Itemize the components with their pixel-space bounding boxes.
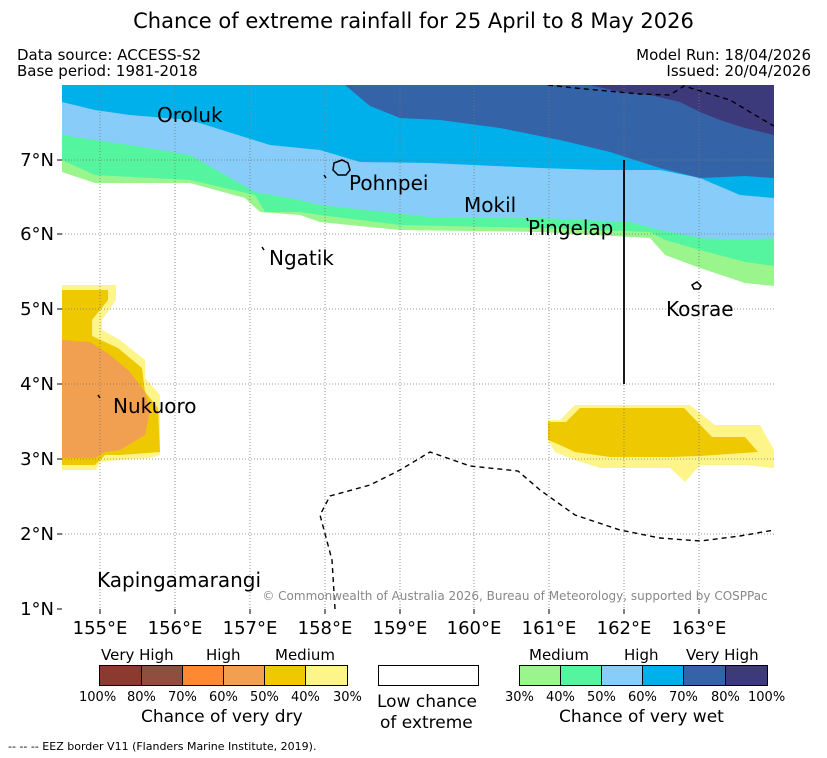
wet-tick-label: 100% [748,690,786,705]
lat-tick-label: 3°N [20,449,54,470]
dry-tick-label: 40% [291,690,320,705]
dry-tick-label: 100% [79,690,117,705]
place-label-kosrae: Kosrae [666,297,734,321]
dry-50-band-west [62,340,150,458]
lat-tick-label: 5°N [20,299,54,320]
wet-swatch [643,666,684,685]
dry-tick-label: 30% [333,690,362,705]
lat-tick-label: 7°N [20,150,54,171]
wet-80-band [590,85,774,135]
place-label-ngatik: Ngatik [269,246,334,270]
wet-tick-label: 60% [628,690,657,705]
lat-tick-label: 2°N [20,524,54,545]
dry-level-medium: Medium [275,646,335,664]
lat-tick-label: 6°N [20,224,54,245]
dry-swatch [183,666,224,685]
low-chance-label-line1: Low chance [377,692,477,712]
ngatik-islet [261,246,265,251]
base-period: Base period: 1981-2018 [17,62,198,80]
dry-40-band-east [548,408,758,457]
place-label-mokil: Mokil [464,193,516,217]
model-run: Model Run: 18/04/2026 [636,46,811,64]
place-label-kapingamarangi: Kapingamarangi [97,568,261,592]
issued-date: Issued: 20/04/2026 [666,62,811,80]
dry-tick-label: 80% [127,690,156,705]
eez-footnote: -- -- -- EEZ border V11 (Flanders Marine… [8,740,317,753]
dry-swatch [224,666,265,685]
wet-70-band [345,85,774,178]
place-label-pingelap: Pingelap [528,216,613,240]
dry-tick-label: 70% [168,690,197,705]
dry-swatch [265,666,306,685]
data-source: Data source: ACCESS-S2 [17,46,202,64]
wet-swatch [561,666,602,685]
dry-swatch [306,666,347,685]
islands [97,159,702,399]
wet-colorbar [519,665,768,686]
lon-tick-label: 163°E [672,618,727,639]
dry-level-very-high: Very High [101,646,174,664]
dry-tick-label: 50% [250,690,279,705]
dry-tick-label: 60% [209,690,238,705]
dry-swatch [142,666,183,685]
lat-tick-label: 4°N [20,374,54,395]
pohnpei-islet [323,174,327,179]
lat-tick-label: 1°N [20,599,54,620]
lon-tick-label: 159°E [373,618,428,639]
dry-colorbar [99,665,348,686]
wet-tick-label: 30% [505,690,534,705]
wet-swatch [684,666,726,685]
lon-tick-label: 162°E [597,618,652,639]
copyright-notice: © Commonwealth of Australia 2026, Bureau… [262,589,767,603]
wet-tick-label: 50% [587,690,616,705]
wet-tick-label: 40% [546,690,575,705]
place-label-nukuoro: Nukuoro [113,394,197,418]
pohnpei-island-outline [332,159,351,176]
dry-caption: Chance of very dry [141,707,303,727]
lon-tick-label: 160°E [447,618,502,639]
low-chance-label-line2: of extreme [380,713,473,733]
wet-level-very-high: Very High [686,646,759,664]
lon-tick-label: 156°E [148,618,203,639]
nukuoro-islet [97,394,101,399]
wet-tick-label: 70% [669,690,698,705]
lon-tick-label: 155°E [73,618,128,639]
pingelap-islet [526,217,529,222]
eez-borders [319,85,774,609]
wet-tick-label: 80% [711,690,740,705]
lon-tick-label: 158°E [298,618,353,639]
dry-level-high: High [206,646,241,664]
wet-level-medium: Medium [529,646,589,664]
wet-swatch [520,666,561,685]
lon-tick-label: 161°E [522,618,577,639]
shading-layer [62,85,774,482]
wet-swatch [726,666,767,685]
eez-border-south [319,451,774,609]
place-label-oroluk: Oroluk [157,103,223,127]
place-label-pohnpei: Pohnpei [349,171,429,195]
kosrae-island-outline [691,281,702,290]
wet-swatch [602,666,643,685]
wet-level-high: High [624,646,659,664]
lon-tick-label: 157°E [223,618,278,639]
dry-swatch [100,666,142,685]
chart-title: Chance of extreme rainfall for 25 April … [133,9,694,33]
low-chance-swatch [378,665,479,686]
axis-ticks [57,159,700,614]
wet-caption: Chance of very wet [559,707,724,727]
eez-border-north [547,85,774,127]
